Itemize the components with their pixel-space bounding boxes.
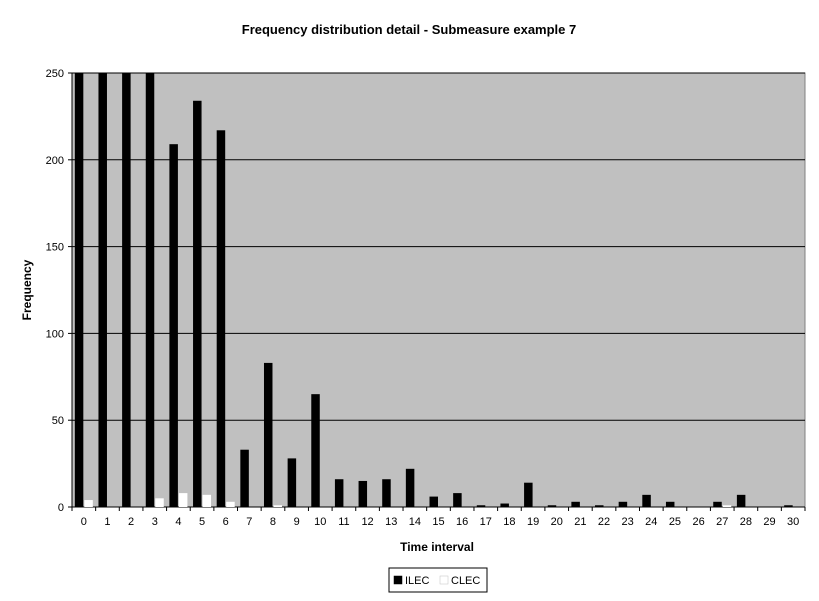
bar-clec bbox=[178, 493, 188, 507]
bar-clec bbox=[722, 505, 732, 507]
x-tick-label: 27 bbox=[716, 516, 728, 528]
bar-ilec bbox=[476, 505, 486, 507]
x-tick-label: 18 bbox=[503, 516, 515, 528]
bar-ilec bbox=[98, 73, 107, 507]
bar-ilec bbox=[453, 493, 462, 507]
y-tick-label: 200 bbox=[46, 155, 64, 167]
bar-ilec bbox=[500, 503, 509, 507]
bar-ilec bbox=[334, 479, 344, 507]
bar-ilec bbox=[429, 496, 438, 507]
bar-clec bbox=[202, 494, 212, 507]
x-tick-label: 20 bbox=[551, 516, 563, 528]
y-tick-label: 0 bbox=[58, 502, 64, 514]
bar-clec bbox=[84, 500, 93, 507]
bar-ilec bbox=[736, 494, 746, 507]
bar-ilec bbox=[311, 394, 320, 507]
x-tick-label: 26 bbox=[692, 516, 704, 528]
x-tick-label: 13 bbox=[385, 516, 397, 528]
bar-ilec bbox=[618, 501, 628, 507]
x-tick-label: 14 bbox=[409, 516, 421, 528]
bar-ilec bbox=[642, 494, 651, 507]
x-tick-label: 15 bbox=[432, 516, 444, 528]
bar-ilec bbox=[358, 480, 368, 507]
bar-ilec bbox=[571, 501, 580, 507]
bar-ilec bbox=[524, 482, 533, 507]
x-tick-label: 19 bbox=[527, 516, 539, 528]
x-tick-label: 4 bbox=[175, 516, 181, 528]
x-tick-label: 16 bbox=[456, 516, 468, 528]
x-tick-label: 8 bbox=[270, 516, 276, 528]
x-tick-label: 11 bbox=[338, 516, 349, 528]
x-tick-label: 5 bbox=[199, 516, 205, 528]
x-tick-label: 25 bbox=[669, 516, 681, 528]
y-tick-label: 100 bbox=[46, 328, 64, 340]
x-tick-label: 28 bbox=[740, 516, 752, 528]
bar-ilec bbox=[784, 505, 793, 507]
y-axis-title: Frequency bbox=[20, 259, 34, 320]
x-tick-label: 30 bbox=[787, 516, 799, 528]
x-tick-label: 21 bbox=[574, 516, 586, 528]
bar-ilec bbox=[665, 501, 675, 507]
bar-clec bbox=[273, 505, 282, 507]
y-tick-label: 150 bbox=[46, 242, 64, 254]
chart-title: Frequency distribution detail - Submeasu… bbox=[242, 22, 576, 37]
bar-clec bbox=[155, 498, 164, 507]
bar-ilec bbox=[713, 501, 722, 507]
bar-ilec bbox=[216, 130, 226, 507]
x-tick-label: 24 bbox=[645, 516, 657, 528]
y-tick-label: 250 bbox=[46, 68, 64, 80]
legend-swatch-ilec bbox=[393, 575, 403, 585]
x-tick-label: 3 bbox=[152, 516, 158, 528]
bar-ilec bbox=[169, 144, 178, 507]
legend-label-clec: CLEC bbox=[451, 575, 480, 587]
plot-background bbox=[71, 72, 806, 508]
bar-ilec bbox=[547, 505, 557, 507]
x-tick-label: 10 bbox=[314, 516, 326, 528]
x-tick-label: 0 bbox=[81, 516, 87, 528]
bar-ilec bbox=[193, 100, 202, 507]
bar-ilec bbox=[287, 458, 297, 507]
x-tick-label: 17 bbox=[480, 516, 492, 528]
legend-label-ilec: ILEC bbox=[405, 575, 430, 587]
x-tick-label: 7 bbox=[246, 516, 252, 528]
y-tick-label: 50 bbox=[52, 415, 64, 427]
x-tick-label: 22 bbox=[598, 516, 610, 528]
x-tick-label: 2 bbox=[128, 516, 134, 528]
bar-ilec bbox=[74, 73, 84, 507]
bar-ilec bbox=[595, 505, 604, 507]
bar-ilec bbox=[382, 479, 391, 507]
legend-box bbox=[388, 567, 488, 593]
legend: ILEC CLEC bbox=[388, 567, 488, 593]
bar-ilec bbox=[263, 362, 273, 507]
x-tick-label: 23 bbox=[622, 516, 634, 528]
legend-swatch-clec bbox=[439, 575, 449, 585]
bar-ilec bbox=[122, 73, 131, 507]
x-tick-label: 9 bbox=[294, 516, 300, 528]
bar-ilec bbox=[405, 468, 415, 507]
bar-ilec bbox=[240, 449, 249, 507]
bar-ilec bbox=[145, 73, 155, 507]
bar-clec bbox=[226, 501, 235, 507]
x-tick-label: 29 bbox=[763, 516, 775, 528]
x-tick-label: 12 bbox=[361, 516, 373, 528]
x-axis-title: Time interval bbox=[400, 540, 474, 554]
x-tick-label: 6 bbox=[223, 516, 229, 528]
x-tick-label: 1 bbox=[104, 516, 110, 528]
